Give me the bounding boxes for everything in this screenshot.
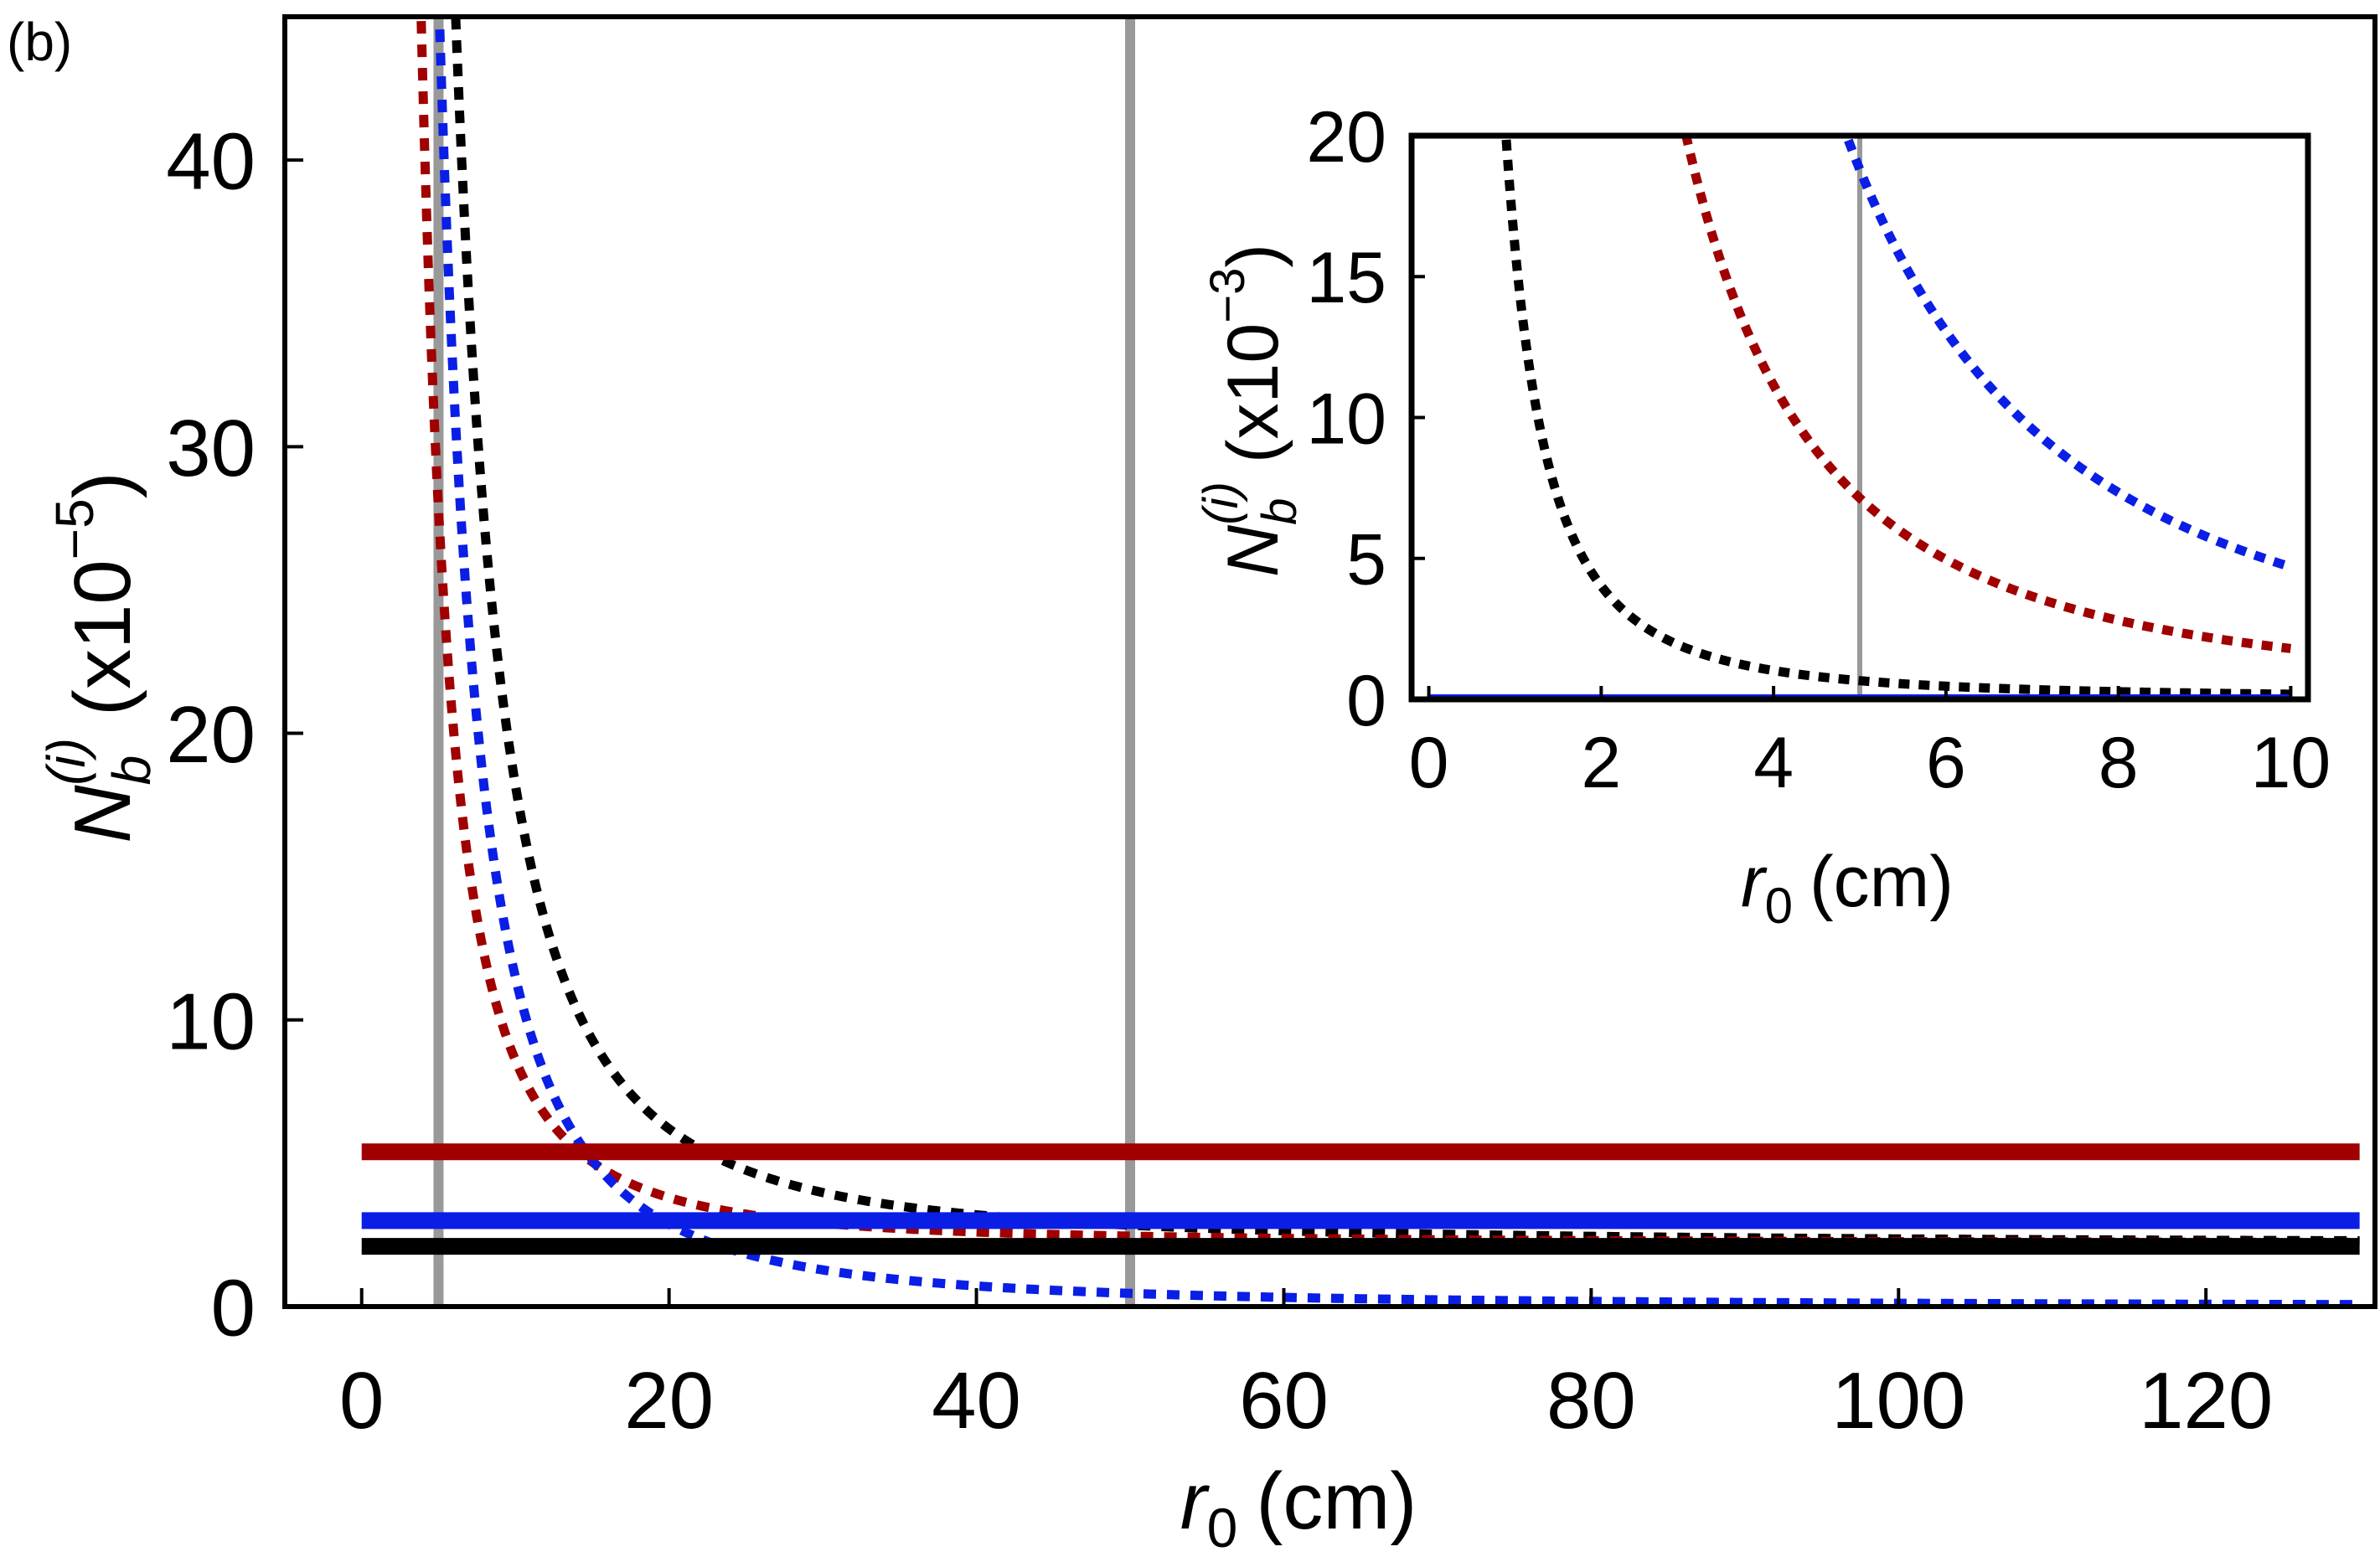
main-y-tick-label: 30 — [166, 404, 256, 493]
main-x-axis-label: r0 (cm) — [1180, 1456, 1417, 1559]
inset-x-tick-label: 10 — [2251, 723, 2331, 803]
main-y-tick-label: 10 — [166, 977, 256, 1066]
inset-x-tick-label: 8 — [2099, 723, 2139, 803]
inset-y-tick-label: 15 — [1306, 238, 1386, 318]
inset-x-label-unit: (cm) — [1810, 842, 1954, 922]
main-x-tick-label: 40 — [932, 1356, 1021, 1446]
main-x-tick-label: 20 — [624, 1356, 714, 1446]
inset-series-blue-dotted — [1841, 136, 2293, 572]
inset-series-red-dotted — [1681, 136, 2292, 653]
main-x-tick-label: 120 — [2139, 1356, 2273, 1446]
inset-y-axis-label: Nb(i) (x10−3) — [1194, 244, 1307, 577]
inset-x-tick-label: 0 — [1409, 723, 1449, 803]
main-x-label-unit: (cm) — [1256, 1456, 1417, 1546]
inset-x-axis-label: r0 (cm) — [1741, 842, 1954, 934]
main-y-label-sup: (i) — [36, 738, 96, 786]
main-y-tick-label: 40 — [166, 117, 256, 207]
main-plot-area — [361, 17, 2360, 1307]
inset-x-label-var: r — [1741, 842, 1768, 922]
inset-axis-ticks: 0 2 4 6 8 10 0 5 10 15 20 — [1306, 97, 2331, 803]
inset-x-tick-label: 6 — [1926, 723, 1966, 803]
main-x-tick-label: 100 — [1831, 1356, 1965, 1446]
main-y-label-var: N — [58, 785, 147, 843]
panel-label: (b) — [7, 12, 72, 72]
main-x-label-var: r — [1180, 1456, 1211, 1546]
main-y-label-scale: (x10 — [58, 559, 147, 716]
main-x-tick-label: 80 — [1546, 1356, 1636, 1446]
inset-y-tick-label: 5 — [1346, 520, 1386, 601]
main-x-tick-label: 0 — [339, 1356, 384, 1446]
inset-y-label-close: ) — [1213, 244, 1293, 268]
main-y-tick-label: 20 — [166, 690, 256, 780]
main-y-label-exp: −5 — [44, 498, 105, 559]
inset-x-label-sub: 0 — [1765, 878, 1793, 934]
inset-y-tick-label: 0 — [1346, 661, 1386, 741]
main-y-label-sub: b — [101, 755, 162, 786]
inset-x-tick-label: 2 — [1581, 723, 1621, 803]
inset-y-label-sup: (i) — [1194, 482, 1248, 525]
main-y-label-close: ) — [58, 472, 147, 498]
inset-series-black-dotted — [1501, 136, 2291, 699]
inset-y-tick-label: 20 — [1306, 97, 1386, 178]
main-series-blue-dotted — [434, 17, 2360, 1307]
inset-y-tick-label: 10 — [1306, 379, 1386, 459]
inset-x-tick-label: 4 — [1753, 723, 1794, 803]
main-y-axis-label: Nb(i) (x10−5) — [36, 472, 162, 843]
inset-y-label-scale: (x10 — [1213, 323, 1293, 463]
inset-y-label-sub: b — [1252, 498, 1307, 525]
main-plot-frame — [282, 14, 2377, 1309]
inset-y-label-var: N — [1213, 524, 1293, 577]
main-x-tick-label: 60 — [1239, 1356, 1329, 1446]
main-y-tick-label: 0 — [211, 1264, 256, 1353]
inset-y-label-exp: −3 — [1200, 268, 1255, 323]
main-x-label-sub: 0 — [1207, 1497, 1238, 1559]
